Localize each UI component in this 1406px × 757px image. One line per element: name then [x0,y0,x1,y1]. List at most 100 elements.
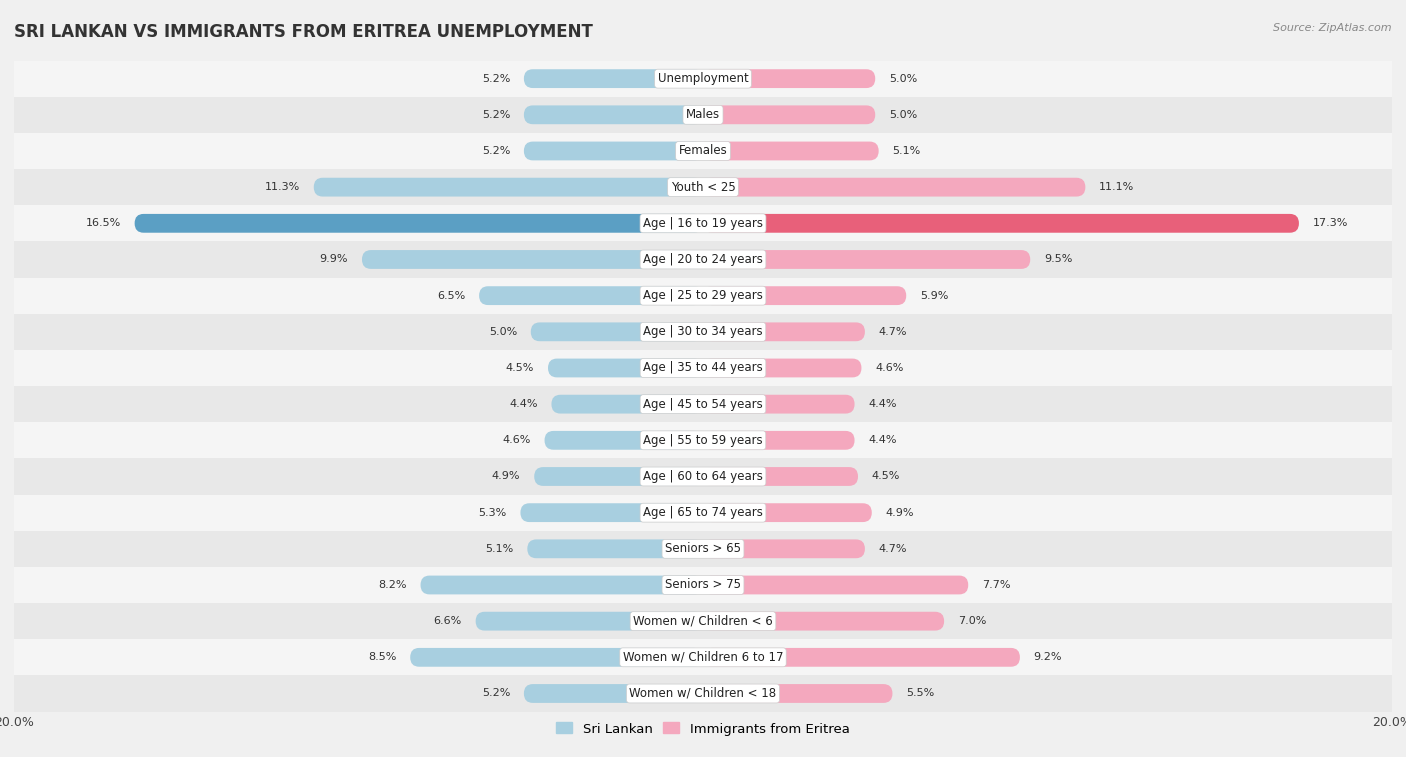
Legend: Sri Lankan, Immigrants from Eritrea: Sri Lankan, Immigrants from Eritrea [551,717,855,741]
Bar [14,567,1392,603]
Text: 11.1%: 11.1% [1099,182,1135,192]
Text: 6.6%: 6.6% [433,616,461,626]
Text: Women w/ Children < 6: Women w/ Children < 6 [633,615,773,628]
Text: Age | 20 to 24 years: Age | 20 to 24 years [643,253,763,266]
Text: Youth < 25: Youth < 25 [671,181,735,194]
Text: 16.5%: 16.5% [86,218,121,229]
Text: 6.5%: 6.5% [437,291,465,301]
FancyBboxPatch shape [703,431,855,450]
FancyBboxPatch shape [703,612,945,631]
Text: 5.0%: 5.0% [489,327,517,337]
FancyBboxPatch shape [703,286,907,305]
FancyBboxPatch shape [475,612,703,631]
Text: 8.2%: 8.2% [378,580,406,590]
Text: 9.9%: 9.9% [319,254,349,264]
Bar [14,278,1392,313]
FancyBboxPatch shape [703,503,872,522]
FancyBboxPatch shape [314,178,703,197]
FancyBboxPatch shape [703,540,865,558]
Bar [14,350,1392,386]
Text: Age | 55 to 59 years: Age | 55 to 59 years [643,434,763,447]
Text: Seniors > 75: Seniors > 75 [665,578,741,591]
FancyBboxPatch shape [703,575,969,594]
Text: 5.5%: 5.5% [907,689,935,699]
FancyBboxPatch shape [527,540,703,558]
Text: 5.0%: 5.0% [889,73,917,83]
Text: 5.0%: 5.0% [889,110,917,120]
Bar [14,422,1392,459]
Text: SRI LANKAN VS IMMIGRANTS FROM ERITREA UNEMPLOYMENT: SRI LANKAN VS IMMIGRANTS FROM ERITREA UN… [14,23,593,41]
Text: 5.3%: 5.3% [478,508,506,518]
Text: 9.5%: 9.5% [1045,254,1073,264]
FancyBboxPatch shape [703,684,893,703]
Bar [14,169,1392,205]
FancyBboxPatch shape [703,214,1299,232]
FancyBboxPatch shape [703,394,855,413]
FancyBboxPatch shape [524,684,703,703]
FancyBboxPatch shape [420,575,703,594]
Text: 5.2%: 5.2% [482,146,510,156]
FancyBboxPatch shape [531,322,703,341]
Text: Age | 65 to 74 years: Age | 65 to 74 years [643,506,763,519]
Bar [14,459,1392,494]
Bar [14,603,1392,639]
Text: 4.4%: 4.4% [509,399,537,409]
Text: 9.2%: 9.2% [1033,653,1062,662]
Text: 5.2%: 5.2% [482,689,510,699]
Text: 4.4%: 4.4% [869,399,897,409]
Text: 5.2%: 5.2% [482,110,510,120]
Bar [14,97,1392,133]
Text: 4.5%: 4.5% [506,363,534,373]
FancyBboxPatch shape [703,322,865,341]
Text: Age | 45 to 54 years: Age | 45 to 54 years [643,397,763,410]
Text: 4.9%: 4.9% [886,508,914,518]
Text: 17.3%: 17.3% [1313,218,1348,229]
FancyBboxPatch shape [361,250,703,269]
Text: Source: ZipAtlas.com: Source: ZipAtlas.com [1274,23,1392,33]
FancyBboxPatch shape [703,250,1031,269]
FancyBboxPatch shape [411,648,703,667]
Text: Age | 16 to 19 years: Age | 16 to 19 years [643,217,763,230]
Text: 11.3%: 11.3% [264,182,299,192]
Text: 5.2%: 5.2% [482,73,510,83]
Text: 4.7%: 4.7% [879,544,907,554]
Bar [14,61,1392,97]
FancyBboxPatch shape [479,286,703,305]
Text: Females: Females [679,145,727,157]
Text: Age | 25 to 29 years: Age | 25 to 29 years [643,289,763,302]
Text: Unemployment: Unemployment [658,72,748,85]
FancyBboxPatch shape [520,503,703,522]
FancyBboxPatch shape [703,142,879,160]
FancyBboxPatch shape [703,105,875,124]
Bar [14,531,1392,567]
Bar [14,386,1392,422]
Text: 4.7%: 4.7% [879,327,907,337]
FancyBboxPatch shape [524,105,703,124]
Text: Males: Males [686,108,720,121]
Text: Women w/ Children < 18: Women w/ Children < 18 [630,687,776,700]
Text: Seniors > 65: Seniors > 65 [665,542,741,556]
Bar [14,639,1392,675]
Text: Age | 30 to 34 years: Age | 30 to 34 years [643,326,763,338]
FancyBboxPatch shape [534,467,703,486]
FancyBboxPatch shape [703,69,875,88]
Text: Age | 60 to 64 years: Age | 60 to 64 years [643,470,763,483]
Text: 4.5%: 4.5% [872,472,900,481]
FancyBboxPatch shape [703,178,1085,197]
Bar [14,205,1392,241]
Text: 5.1%: 5.1% [485,544,513,554]
Text: 7.0%: 7.0% [957,616,986,626]
Bar [14,241,1392,278]
Text: Age | 35 to 44 years: Age | 35 to 44 years [643,362,763,375]
Bar [14,313,1392,350]
Text: 4.6%: 4.6% [502,435,531,445]
Bar [14,494,1392,531]
FancyBboxPatch shape [551,394,703,413]
FancyBboxPatch shape [703,648,1019,667]
FancyBboxPatch shape [548,359,703,378]
Bar [14,133,1392,169]
FancyBboxPatch shape [524,69,703,88]
FancyBboxPatch shape [544,431,703,450]
Text: Women w/ Children 6 to 17: Women w/ Children 6 to 17 [623,651,783,664]
Text: 4.9%: 4.9% [492,472,520,481]
